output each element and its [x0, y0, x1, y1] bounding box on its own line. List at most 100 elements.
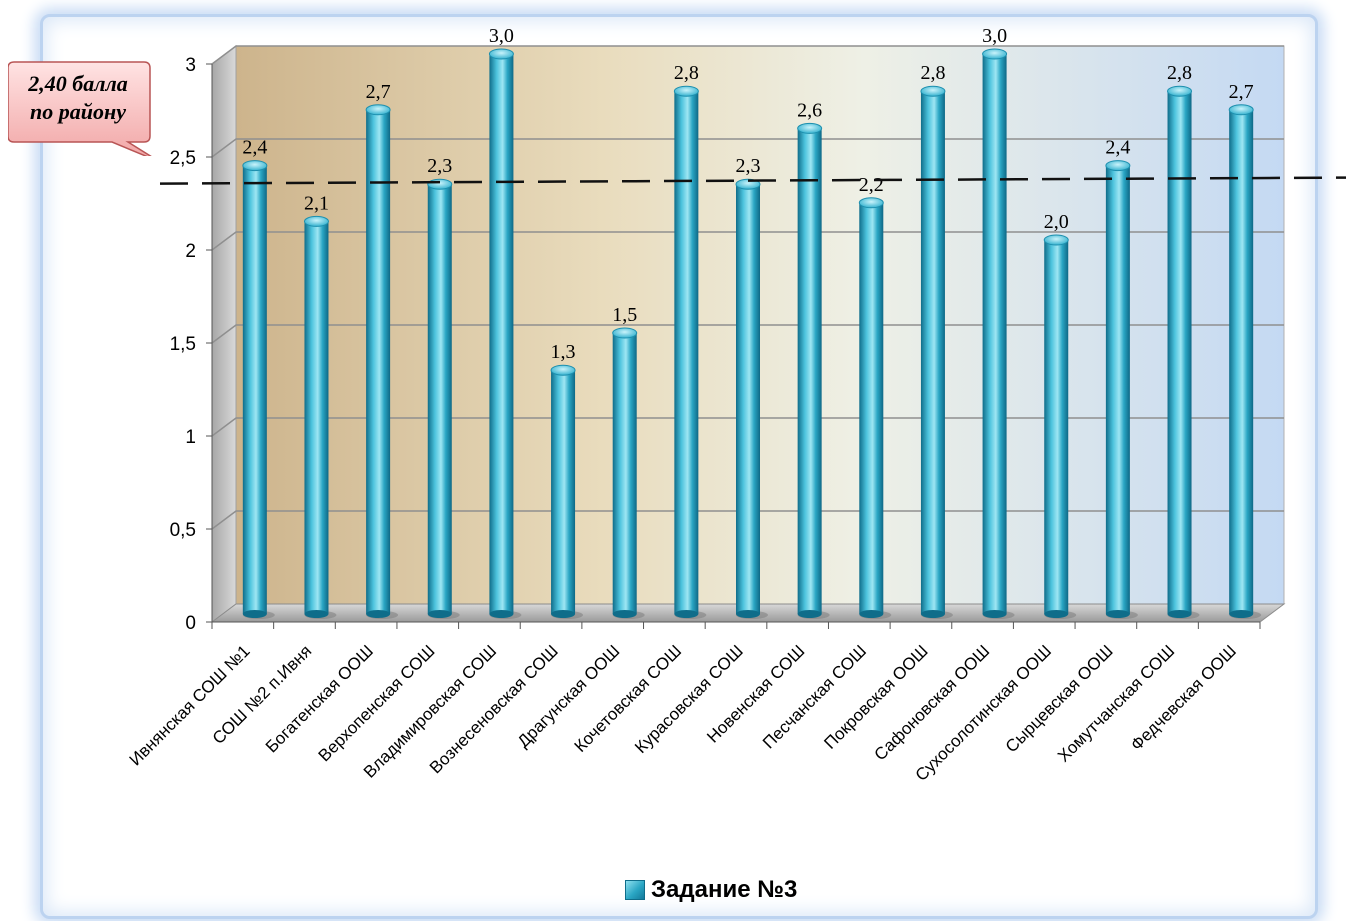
data-label: 2,4 [1105, 137, 1130, 159]
bars [242, 48, 1262, 619]
bar-cap [858, 197, 884, 209]
bar-base [242, 610, 267, 618]
y-tick-label: 2 [185, 241, 196, 262]
bar [612, 333, 637, 614]
bar-cap [242, 160, 268, 172]
data-label: 2,3 [736, 155, 761, 177]
bar-cap [797, 122, 823, 134]
category-label: Сафоновская ООШ [871, 641, 994, 764]
data-label: 2,0 [1044, 211, 1069, 233]
data-label: 2,3 [427, 155, 452, 177]
data-label: 2,8 [674, 62, 699, 84]
bar-cap [982, 48, 1008, 60]
data-label: 2,8 [1167, 62, 1192, 84]
bar-base [551, 610, 576, 618]
data-label: 2,2 [859, 174, 884, 196]
gridline [211, 45, 1284, 65]
category-label: Хомутчанская СОШ [1054, 641, 1178, 765]
data-label: 2,8 [920, 62, 945, 84]
bar-base [859, 610, 884, 618]
category-label: Покровская ООШ [820, 641, 931, 752]
bar [427, 184, 452, 614]
bar-base [304, 610, 329, 618]
data-label: 3,0 [489, 25, 514, 47]
data-labels: 2,4 2,1 2,7 2,3 3,0 1,3 1,5 2,8 2,3 2,6 2,2 2,8 3,0 2… [242, 25, 1253, 363]
category-label: Ивнянская СОШ №1 [126, 641, 254, 769]
y-tick-label: 1,5 [170, 334, 196, 355]
bar-base [797, 610, 822, 618]
bar-base [612, 610, 637, 618]
bar-base [489, 610, 514, 618]
bar [489, 54, 514, 614]
category-label: Песчанская СОШ [759, 641, 870, 752]
bar-base [1105, 610, 1130, 618]
bar [982, 54, 1007, 614]
bar-cap [365, 104, 391, 116]
callout-line-1: 2,40 балла [28, 71, 128, 96]
bar [920, 91, 945, 614]
y-tick-label: 3 [185, 55, 196, 76]
bar [242, 165, 267, 614]
bar [674, 91, 699, 614]
bar [304, 221, 329, 614]
legend-swatch [625, 880, 645, 900]
y-tick-label: 0,5 [170, 520, 196, 541]
callout-text: 2,40 балла по району [8, 70, 148, 126]
category-label: Богатенская ООШ [262, 641, 377, 756]
category-label: Курасовская СОШ [631, 641, 747, 757]
bar [1167, 91, 1192, 614]
callout-bubble [8, 61, 152, 156]
bar-base [920, 610, 945, 618]
bar [1229, 109, 1254, 615]
y-tick-label: 2,5 [170, 148, 196, 169]
data-label: 1,3 [551, 341, 576, 363]
bar [366, 109, 391, 615]
category-label: Драгунская ООШ [514, 641, 624, 751]
bar-base [1167, 610, 1192, 618]
data-label: 1,5 [612, 304, 637, 326]
bar-cap [303, 215, 329, 227]
data-label: 3,0 [982, 25, 1007, 47]
bar-base [674, 610, 699, 618]
legend: Задание №3 [625, 876, 797, 904]
data-label: 2,1 [304, 192, 329, 214]
legend-label: Задание №3 [651, 876, 798, 903]
bar-cap [1105, 160, 1131, 172]
category-label: Сырцевская ООШ [1002, 641, 1117, 756]
reference-dashed-line [159, 176, 1346, 185]
reference-callout: 2,40 балла по району [8, 58, 160, 156]
bar-cap [427, 178, 453, 190]
bar [797, 128, 822, 614]
data-label: 2,7 [366, 81, 391, 103]
bar [1044, 240, 1069, 614]
bar-base [366, 610, 391, 618]
category-label: Верхопенская СОШ [315, 641, 439, 765]
bar-base [427, 610, 452, 618]
bar-cap [612, 327, 638, 339]
data-label: 2,6 [797, 99, 822, 121]
bar-cap [920, 85, 946, 97]
bar-base [1044, 610, 1069, 618]
data-label: 2,4 [242, 137, 267, 159]
bar [736, 184, 760, 614]
bar-base [736, 610, 760, 618]
bar-cap [673, 85, 699, 97]
bar-base [1229, 610, 1254, 618]
reference-line [159, 176, 1346, 185]
category-label: Кочетовская СОШ [571, 641, 686, 756]
data-label: 2,7 [1229, 81, 1254, 103]
bar-cap [1167, 85, 1193, 97]
bar-cap [1228, 104, 1254, 116]
bar-base [982, 610, 1007, 618]
y-tick-label: 1 [185, 427, 196, 448]
callout-line-2: по району [30, 99, 126, 124]
bar [551, 370, 576, 614]
bar-cap [488, 48, 514, 60]
bar-cap [1043, 234, 1069, 246]
y-axis: 0 0,5 1 1,5 2 2,5 3 [170, 55, 213, 634]
bar-cap [550, 364, 576, 376]
y-tick-label: 0 [185, 613, 196, 634]
bar [1105, 165, 1130, 614]
